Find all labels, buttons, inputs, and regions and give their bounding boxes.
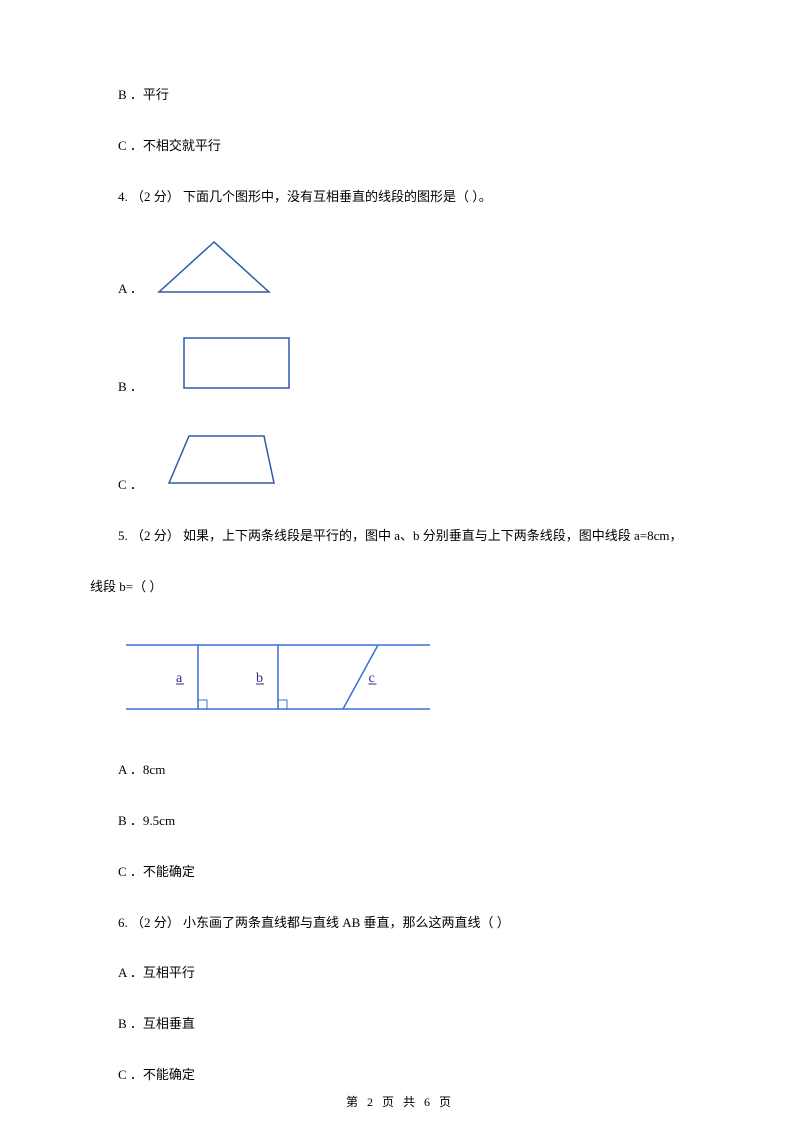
q4-b-label: B ． (118, 377, 143, 402)
option-b-aux: B ．平行 (90, 85, 710, 106)
q5-stem-line1: 5. （2 分） 如果，上下两条线段是平行的，图中 a、b 分别垂直与上下两条线… (90, 526, 710, 547)
q4-rectangle-figure (149, 330, 299, 402)
q4-triangle-figure (149, 237, 279, 304)
triangle-icon (149, 237, 279, 297)
trapezoid-icon (149, 428, 289, 493)
q4-option-a: A ． (90, 237, 710, 304)
q5-option-a: A ．8cm (90, 760, 710, 781)
q4-option-c: C ． (90, 428, 710, 500)
q4-option-b: B ． (90, 330, 710, 402)
q5-option-b: B ．9.5cm (90, 811, 710, 832)
q6-option-c: C ．不能确定 (90, 1065, 710, 1086)
q4-a-label: A ． (118, 279, 143, 304)
q6-stem: 6. （2 分） 小东画了两条直线都与直线 AB 垂直，那么这两直线（ ） (90, 913, 710, 934)
q5-stem-line2: 线段 b=（ ） (90, 577, 710, 598)
q5-diagram: abc (90, 627, 710, 734)
rectangle-icon (149, 330, 299, 395)
q4-trapezoid-figure (149, 428, 289, 500)
option-c-aux: C ．不相交就平行 (90, 136, 710, 157)
q6-option-a: A ．互相平行 (90, 963, 710, 984)
q4-stem: 4. （2 分） 下面几个图形中，没有互相垂直的线段的图形是（ ）。 (90, 187, 710, 208)
q6-option-b: B ．互相垂直 (90, 1014, 710, 1035)
q4-c-label: C ． (118, 475, 143, 500)
q5-option-c: C ．不能确定 (90, 862, 710, 883)
parallel-lines-diagram: abc (118, 627, 438, 727)
page-footer: 第 2 页 共 6 页 (0, 1093, 800, 1112)
